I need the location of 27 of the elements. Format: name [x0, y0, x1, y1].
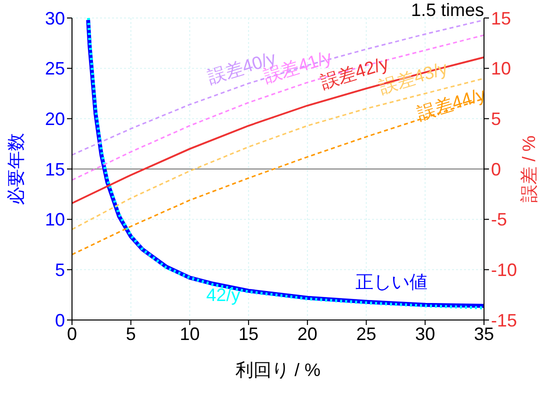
y-tick-label: 10: [44, 210, 65, 230]
x-tick-label: 5: [126, 324, 136, 344]
y-tick-label: 0: [54, 310, 65, 330]
y-tick-label: 30: [44, 8, 65, 28]
x-tick-label: 25: [356, 324, 376, 344]
y2-tick-label: 0: [491, 159, 502, 180]
x-tick-label: 30: [415, 324, 436, 344]
text: 誤差44/y: [414, 84, 488, 124]
y2-tick-label: -5: [491, 210, 508, 230]
y-tick-label: 25: [44, 58, 65, 79]
y-tick-label: 15: [44, 159, 65, 180]
chart-title: 1.5 times: [410, 0, 484, 20]
x-tick-label: 15: [238, 324, 259, 344]
series-label: 42/y: [206, 284, 240, 305]
x-axis-title: 利回り / %: [235, 360, 321, 380]
series-label: 正しい値: [355, 272, 428, 292]
x-tick-label: 10: [180, 324, 200, 344]
y2-tick-label: -10: [491, 260, 518, 280]
x-tick-label: 20: [297, 324, 318, 344]
y2-tick-label: 5: [491, 109, 502, 130]
y-axis-title: 必要年数: [6, 133, 26, 205]
y2-axis-title: 誤差 / %: [519, 135, 539, 203]
line-series: [72, 34, 484, 181]
y-tick-label: 5: [54, 260, 65, 280]
y2-tick-label: 15: [491, 8, 512, 28]
y2-tick-label: 10: [491, 58, 512, 79]
y-tick-label: 20: [44, 109, 65, 130]
